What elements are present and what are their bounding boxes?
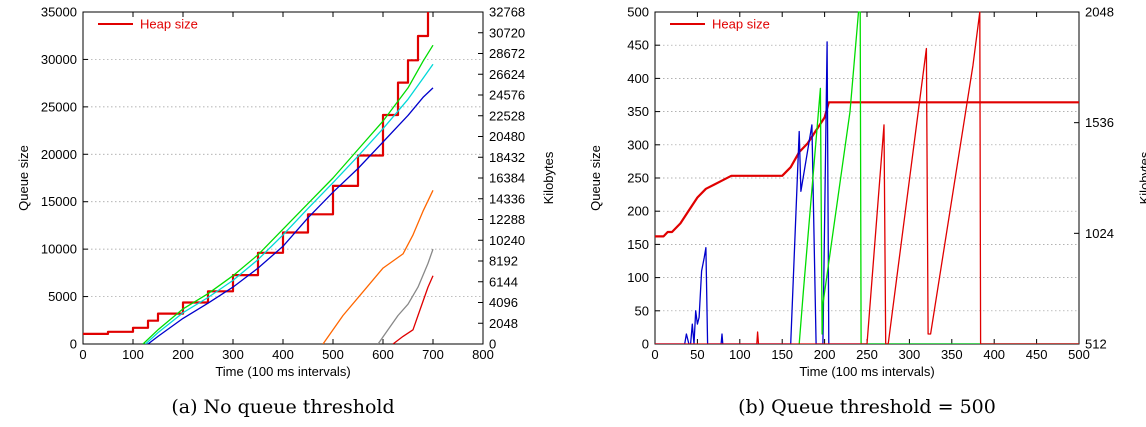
y-tick-label: 50 xyxy=(635,303,649,318)
y2-tick-label: 0 xyxy=(489,337,496,352)
plot-area xyxy=(655,11,1079,344)
series-queue-3 xyxy=(147,87,434,344)
y2-tick-label: 2048 xyxy=(1085,5,1114,20)
x-tick-label: 300 xyxy=(899,347,921,362)
y2-tick-label: 16384 xyxy=(489,171,525,186)
series-queue-1 xyxy=(655,41,1079,344)
y2-tick-label: 1024 xyxy=(1085,226,1114,241)
y-tick-label: 350 xyxy=(627,104,649,119)
chart-queue-threshold-500: 0 50 100 150 200 250 300 350 400 450 500 0 50 100 150 2… xyxy=(588,5,1146,419)
series-queue-6 xyxy=(392,275,434,344)
plot-area xyxy=(83,12,434,344)
y-tick-label: 100 xyxy=(627,270,649,285)
legend-label: Heap size xyxy=(712,17,770,32)
x-tick-label: 400 xyxy=(272,347,294,362)
y-tick-label: 20000 xyxy=(41,147,77,162)
y2-tick-label: 12288 xyxy=(489,212,525,227)
x-tick-label: 400 xyxy=(983,347,1005,362)
y2-tick-label: 22528 xyxy=(489,108,525,123)
y-axis-label: Queue size xyxy=(16,145,31,211)
y-tick-label: 35000 xyxy=(41,5,77,20)
x-tick-label: 100 xyxy=(729,347,751,362)
y2-tick-label: 1536 xyxy=(1085,115,1114,130)
y2-tick-label: 6144 xyxy=(489,274,518,289)
y-tick-label: 300 xyxy=(627,137,649,152)
y-tick-label: 30000 xyxy=(41,52,77,67)
y2-axis-label: Kilobytes xyxy=(541,151,556,204)
y2-tick-label: 10240 xyxy=(489,233,525,248)
chart-caption: (a) No queue threshold xyxy=(171,396,394,418)
y-tick-label: 25000 xyxy=(41,99,77,114)
y-tick-label: 0 xyxy=(642,337,649,352)
y2-tick-label: 18432 xyxy=(489,150,525,165)
series-queue-2 xyxy=(798,11,1079,344)
x-tick-label: 200 xyxy=(814,347,836,362)
x-tick-label: 800 xyxy=(472,347,494,362)
y-tick-label: 5000 xyxy=(48,289,77,304)
x-tick-label: 300 xyxy=(222,347,244,362)
y-tick-label: 500 xyxy=(627,5,649,20)
chart-no-queue-threshold: 0 100 200 300 400 500 600 700 800050001000015000… xyxy=(16,5,556,419)
series-heap-size xyxy=(83,12,430,335)
y2-tick-label: 28672 xyxy=(489,46,525,61)
y-tick-label: 15000 xyxy=(41,194,77,209)
series-queue-2 xyxy=(145,63,434,344)
x-axis-label: Time (100 ms intervals) xyxy=(215,364,350,379)
x-tick-label: 50 xyxy=(690,347,704,362)
x-tick-label: 600 xyxy=(372,347,394,362)
y2-tick-label: 20480 xyxy=(489,129,525,144)
x-tick-label: 0 xyxy=(79,347,86,362)
x-tick-label: 0 xyxy=(651,347,658,362)
chart-caption: (b) Queue threshold = 500 xyxy=(738,396,996,418)
y2-tick-label: 4096 xyxy=(489,295,518,310)
y2-tick-label: 8192 xyxy=(489,254,518,269)
x-tick-label: 500 xyxy=(1068,347,1090,362)
y-tick-label: 450 xyxy=(627,38,649,53)
x-tick-label: 500 xyxy=(322,347,344,362)
y2-tick-label: 32768 xyxy=(489,5,525,20)
y-tick-label: 200 xyxy=(627,204,649,219)
x-tick-label: 200 xyxy=(172,347,194,362)
x-tick-label: 150 xyxy=(771,347,793,362)
y2-tick-label: 14336 xyxy=(489,191,525,206)
x-tick-label: 700 xyxy=(422,347,444,362)
series-queue-3 xyxy=(655,11,1079,344)
legend-label: Heap size xyxy=(140,17,198,32)
x-tick-label: 250 xyxy=(856,347,878,362)
series-heap-size xyxy=(655,101,1079,238)
y-axis-label: Queue size xyxy=(588,145,603,211)
y-tick-label: 400 xyxy=(627,71,649,86)
y2-axis-label: Kilobytes xyxy=(1137,151,1146,204)
y-tick-label: 150 xyxy=(627,237,649,252)
y2-tick-label: 30720 xyxy=(489,25,525,40)
x-tick-label: 350 xyxy=(941,347,963,362)
series-queue-5 xyxy=(377,248,434,344)
x-tick-label: 450 xyxy=(1026,347,1048,362)
series-queue-1 xyxy=(142,44,434,344)
x-axis-label: Time (100 ms intervals) xyxy=(799,364,934,379)
y2-tick-label: 2048 xyxy=(489,316,518,331)
y-tick-label: 0 xyxy=(70,337,77,352)
y2-tick-label: 512 xyxy=(1085,337,1107,352)
y-tick-label: 250 xyxy=(627,171,649,186)
y2-tick-label: 24576 xyxy=(489,88,525,103)
y-tick-label: 10000 xyxy=(41,242,77,257)
y2-tick-label: 26624 xyxy=(489,67,525,82)
x-tick-label: 100 xyxy=(122,347,144,362)
series-queue-4 xyxy=(322,190,434,344)
